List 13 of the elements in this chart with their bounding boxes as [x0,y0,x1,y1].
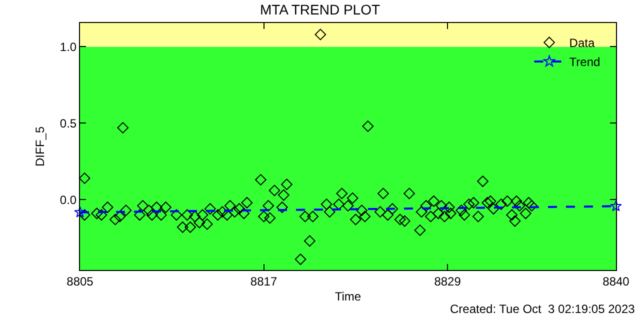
legend-label: Trend [569,55,600,70]
legend-label: Data [569,36,595,50]
x-tick-label: 8805 [66,274,94,288]
x-tick-label: 8840 [602,274,630,288]
x-tick-label: 8829 [434,274,462,288]
y-tick-label: 0.0 [60,192,77,207]
chart-title: MTA TREND PLOT [260,2,380,18]
y-axis-title: DIFF_5 [33,126,48,167]
text: Created: Tue Oct 3 02:19:05 2023 [450,302,636,316]
y-tick-label: 1.0 [60,40,77,54]
x-axis-title: Time [334,289,362,304]
x-tick-label: 8817 [250,274,278,288]
y-tick-label: 0.5 [60,116,77,130]
